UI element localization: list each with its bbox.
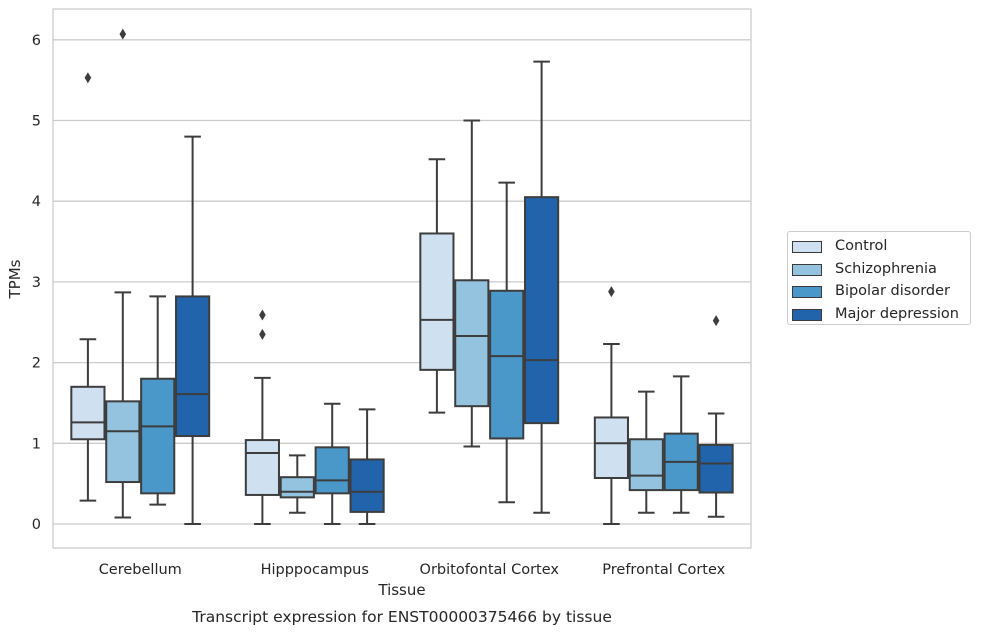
box-schizophrenia [279, 454, 315, 514]
box-iqr [105, 400, 141, 484]
box-bipolar-disorder [489, 181, 525, 504]
legend-swatch [792, 241, 822, 253]
box-schizophrenia [628, 390, 664, 514]
box-iqr [628, 438, 664, 492]
box-control [244, 309, 280, 525]
outlier-point [119, 28, 127, 40]
box-control [419, 158, 455, 414]
boxes [70, 28, 734, 525]
box-iqr [244, 439, 280, 496]
legend-label: Schizophrenia [835, 260, 937, 277]
legend-swatch [792, 263, 822, 276]
y-tick-label: 0 [32, 517, 41, 533]
outlier-point [259, 309, 266, 321]
x-tick-label: Orbitofontal Cortex [420, 562, 560, 578]
box-bipolar-disorder [314, 402, 350, 525]
legend-swatch [792, 308, 822, 321]
y-tick-label: 1 [32, 436, 41, 452]
box-iqr [698, 443, 734, 494]
y-tick-label: 5 [32, 114, 41, 130]
y-tick-labels: 0 1 2 3 4 5 6 [32, 33, 41, 533]
box-iqr [140, 377, 176, 495]
box-iqr [314, 446, 350, 495]
y-tick-label: 2 [32, 356, 41, 372]
x-tick-labels: Cerebellum Hipppocampus Orbitofontal Corte… [99, 562, 726, 578]
y-tick-label: 3 [32, 275, 41, 291]
legend-label: Control [835, 238, 888, 254]
box-major-depression [524, 60, 560, 514]
outlier-point [259, 328, 266, 340]
legend-item: Bipolar disorder [788, 280, 970, 303]
plot-area-frame [52, 8, 752, 549]
box-schizophrenia [454, 119, 490, 448]
box-bipolar-disorder [663, 375, 699, 514]
box-iqr [593, 416, 629, 480]
y-tick-label: 6 [32, 33, 41, 49]
box-iqr [175, 295, 211, 438]
box-iqr [70, 385, 106, 441]
box-control [70, 72, 106, 502]
box-major-depression [175, 135, 211, 525]
outlier-point [712, 315, 720, 327]
box-control [593, 286, 629, 525]
box-iqr [349, 458, 385, 513]
legend: Control Schizophrenia Bipolar disorder Majo… [787, 231, 971, 325]
outlier-point [84, 72, 92, 84]
box-iqr [454, 279, 490, 408]
box-major-depression [698, 315, 734, 518]
legend-label: Bipolar disorder [835, 283, 950, 299]
outlier-point [608, 286, 615, 298]
box-iqr [419, 232, 455, 371]
x-tick-label: Cerebellum [99, 562, 182, 578]
legend-swatch [792, 286, 822, 298]
box-major-depression [349, 408, 385, 525]
x-axis-label: Tissue [377, 581, 425, 599]
legend-label: Major depression [835, 305, 959, 322]
box-iqr [279, 476, 315, 499]
legend-item: Major depression [788, 303, 970, 326]
legend-item: Control [788, 235, 970, 258]
box-iqr [489, 289, 525, 440]
box-bipolar-disorder [140, 295, 176, 506]
y-tick-label: 4 [32, 194, 41, 210]
x-tick-label: Hipppocampus [261, 562, 369, 578]
y-axis-label: TPMs [6, 259, 24, 299]
legend-item: Schizophrenia [788, 258, 970, 281]
chart-caption: Transcript expression for ENST0000037546… [191, 608, 612, 626]
box-schizophrenia [105, 28, 141, 519]
x-tick-label: Prefrontal Cortex [602, 562, 725, 578]
box-iqr [524, 196, 560, 425]
